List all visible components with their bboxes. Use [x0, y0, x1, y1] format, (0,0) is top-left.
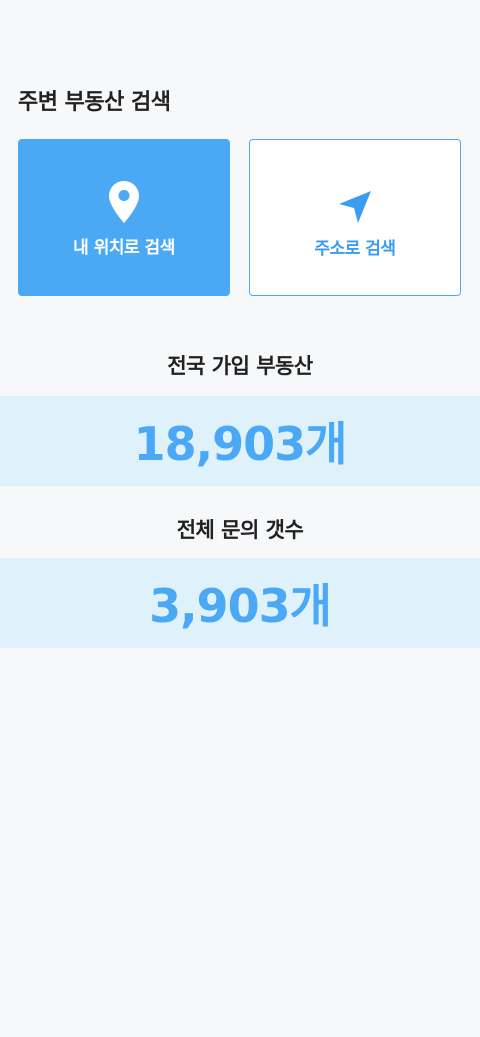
- navigation-arrow-icon: [338, 182, 372, 224]
- total-inquiries-count: 3,903개: [149, 579, 332, 633]
- registered-agencies-band: 18,903개: [0, 396, 480, 486]
- search-by-address-label: 주소로 검색: [314, 239, 396, 259]
- total-inquiries-label: 전체 문의 갯수: [176, 518, 304, 542]
- location-pin-icon: [109, 181, 139, 223]
- registered-agencies-count: 18,903개: [133, 417, 348, 471]
- registered-agencies-label: 전국 가입 부동산: [167, 354, 313, 378]
- section-title: 주변 부동산 검색: [18, 90, 171, 115]
- search-my-location-label: 내 위치로 검색: [73, 238, 175, 258]
- search-by-address-button[interactable]: 주소로 검색: [249, 139, 461, 296]
- total-inquiries-band: 3,903개: [0, 558, 480, 648]
- search-my-location-button[interactable]: 내 위치로 검색: [18, 139, 230, 296]
